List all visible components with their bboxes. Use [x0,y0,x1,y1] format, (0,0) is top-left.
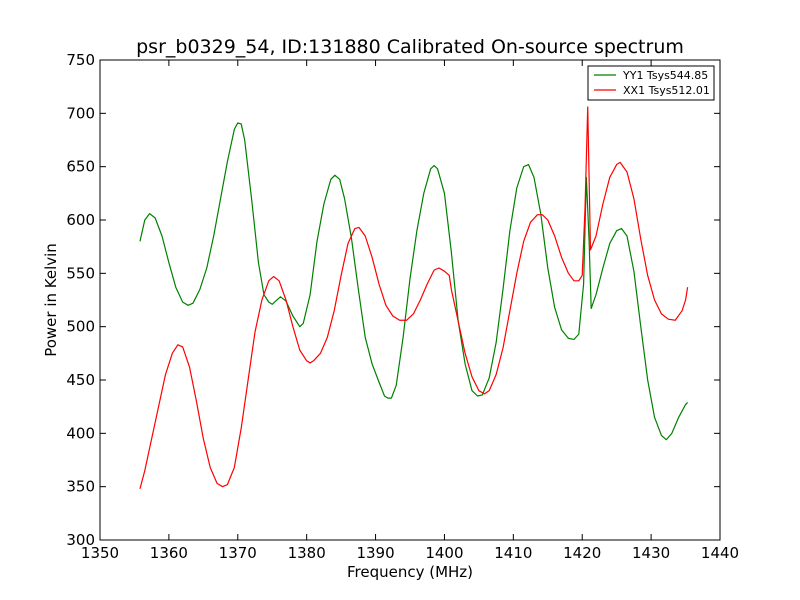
legend-label-0: YY1 Tsys544.85 [622,69,708,82]
legend-box [587,65,715,101]
y-tick-label: 550 [66,264,95,282]
legend-items: YY1 Tsys544.85 XX1 Tsys512.01 [594,69,710,97]
x-tick-label: 1440 [701,544,739,562]
y-tick-label: 300 [66,531,95,549]
y-tick-label: 600 [66,211,95,229]
x-tick-label: 1400 [425,544,463,562]
x-tick-label: 1410 [494,544,532,562]
y-tick-label: 700 [66,104,95,122]
y-tick-label: 450 [66,371,95,389]
series-line-0 [139,122,689,441]
plot-area [99,59,721,541]
ticks-layer: 1350 1360 1370 1380 1390 1400 1410 1420 1430 1440… [66,51,739,562]
y-tick-label: 750 [66,51,95,69]
y-tick-label: 650 [66,158,95,176]
x-tick-label: 1360 [150,544,188,562]
y-tick-label: 350 [66,478,95,496]
series-line-1 [139,106,689,489]
x-tick-label: 1430 [632,544,670,562]
x-tick-label: 1420 [563,544,601,562]
y-axis-label: Power in Kelvin [42,243,60,357]
legend: YY1 Tsys544.85 XX1 Tsys512.01 [587,65,715,101]
legend-label-1: XX1 Tsys512.01 [623,84,710,97]
x-tick-label: 1350 [81,544,119,562]
y-tick-label: 500 [66,318,95,336]
x-tick-label: 1390 [356,544,394,562]
x-axis-label: Frequency (MHz) [347,563,473,581]
chart-title: psr_b0329_54, ID:131880 Calibrated On-so… [136,36,684,58]
x-tick-label: 1380 [288,544,326,562]
series-layer [139,106,689,489]
x-tick-label: 1370 [219,544,257,562]
y-tick-label: 400 [66,424,95,442]
